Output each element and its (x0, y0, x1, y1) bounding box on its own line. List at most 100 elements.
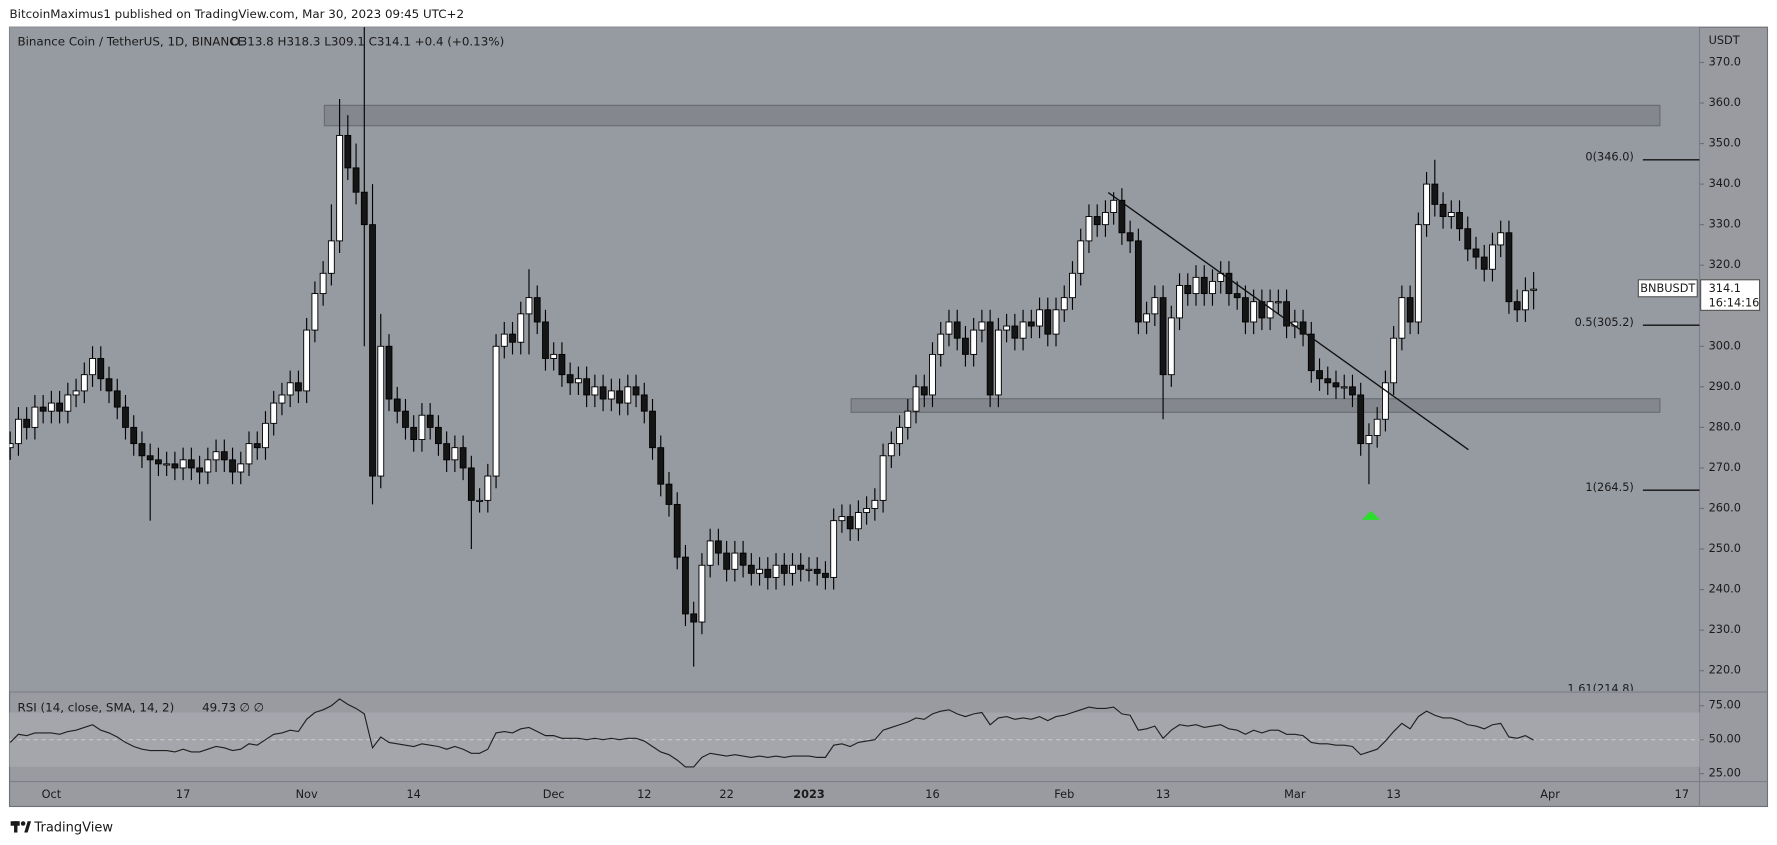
candle-body (822, 572, 829, 578)
candle-body (443, 443, 451, 461)
candle-body (377, 345, 385, 477)
candle-body (1134, 240, 1142, 323)
rsi-tick-label: 50.00 (1709, 732, 1741, 746)
time-tick-label: 12 (637, 787, 651, 801)
candle-body (1093, 216, 1101, 226)
candle-body (994, 329, 1002, 396)
candle-body (1406, 297, 1414, 323)
candle-body (723, 552, 731, 570)
price-tick-label: 300.0 (1709, 338, 1741, 352)
candle-body (1340, 386, 1348, 389)
candle-body (1382, 382, 1389, 420)
candle-body (830, 520, 838, 578)
rsi-tick-label: 25.00 (1709, 766, 1741, 780)
resistance-zone (323, 104, 1661, 127)
candle-body (962, 337, 969, 355)
candle-body (196, 467, 203, 473)
candle-body (1489, 244, 1496, 270)
support-zone (850, 398, 1661, 413)
candle-body (920, 386, 928, 396)
price-tick-label: 350.0 (1709, 136, 1741, 150)
candle-body (319, 272, 327, 295)
candle-body (1497, 232, 1505, 246)
candle-body (23, 418, 31, 428)
candle-body (1167, 317, 1175, 376)
candle-body (789, 564, 796, 574)
candle-body (270, 402, 278, 424)
rsi-tick-label: 75.00 (1709, 698, 1741, 712)
time-tick-label: 13 (1156, 787, 1170, 801)
drawings (323, 104, 1661, 413)
price-tick-label: 250.0 (1709, 541, 1741, 555)
candle-body (986, 321, 994, 396)
candle-body (772, 564, 780, 578)
candle-body (1200, 276, 1208, 295)
price-tick-label: 220.0 (1709, 663, 1741, 677)
candle-body (336, 134, 343, 242)
time-tick-label: 2023 (793, 787, 824, 801)
time-tick-label: 17 (1675, 787, 1689, 801)
candle-body (1357, 394, 1365, 445)
time-tick-label: Mar (1284, 787, 1306, 801)
candle-body (1447, 212, 1455, 217)
candle-body (805, 568, 813, 571)
price-tick-label: 240.0 (1709, 582, 1741, 596)
candle-body (1192, 276, 1200, 295)
rsi-legend-suffix: ∅ ∅ (239, 700, 263, 714)
candle-body (1530, 288, 1538, 291)
candle-body (517, 313, 525, 343)
candle-body (220, 451, 228, 461)
fib-label: 1(264.5) (1585, 480, 1633, 494)
candles (9, 27, 1538, 667)
axes: 220.0 230.0 240.0 250.0 260.0 270.0 280.0 290.0… (42, 54, 1741, 801)
candle-body (978, 321, 986, 331)
candle-body (698, 564, 706, 623)
ohlc-legend: O313.8 H318.3 L309.1 C314.1 +0.4 (+0.13%… (230, 34, 504, 48)
candle-body (1324, 378, 1332, 384)
candle-body (369, 224, 376, 477)
candle-body (229, 459, 236, 473)
candle-body (1274, 301, 1282, 304)
candle-body (47, 402, 55, 412)
symbol-title: Binance Coin / TetherUS, 1D, BINANCE (17, 34, 245, 48)
time-tick-label: Dec (543, 787, 565, 801)
candle-body (500, 333, 508, 347)
candle-body (113, 390, 121, 408)
footer-logo (10, 821, 32, 833)
symbol-tag (1637, 279, 1698, 298)
candle-body (410, 426, 418, 441)
candle-body (1159, 297, 1167, 376)
candle-body (1003, 325, 1011, 331)
time-tick-label: Feb (1054, 787, 1074, 801)
candle-body (714, 540, 722, 554)
candle-body (237, 463, 245, 473)
candle-body (262, 422, 269, 449)
candle-body (1102, 212, 1109, 226)
candle-body (731, 552, 739, 570)
candle-body (624, 386, 632, 404)
price-tick-label: 320.0 (1709, 257, 1741, 271)
candle-body (1077, 240, 1085, 274)
candle-body (327, 240, 335, 274)
overlay (1107, 192, 1469, 520)
time-tick-label: Oct (42, 787, 62, 801)
time-tick-label: 17 (176, 787, 190, 801)
candle-body (295, 382, 302, 392)
candle-body (1332, 382, 1340, 388)
time-tick-label: 13 (1386, 787, 1400, 801)
candle-body (525, 297, 533, 315)
candle-body (912, 386, 920, 412)
candle-body (1439, 203, 1447, 217)
candle-body (1036, 309, 1043, 327)
candle-body (764, 568, 772, 578)
breakout-marker (1361, 510, 1381, 520)
candle-body (163, 463, 171, 466)
price-tick-label: 270.0 (1709, 460, 1741, 474)
candle-body (1283, 301, 1290, 327)
candle-body (303, 329, 311, 392)
candle-body (1151, 297, 1159, 315)
time-tick-label: Apr (1540, 787, 1560, 801)
candle-body (1522, 290, 1529, 311)
